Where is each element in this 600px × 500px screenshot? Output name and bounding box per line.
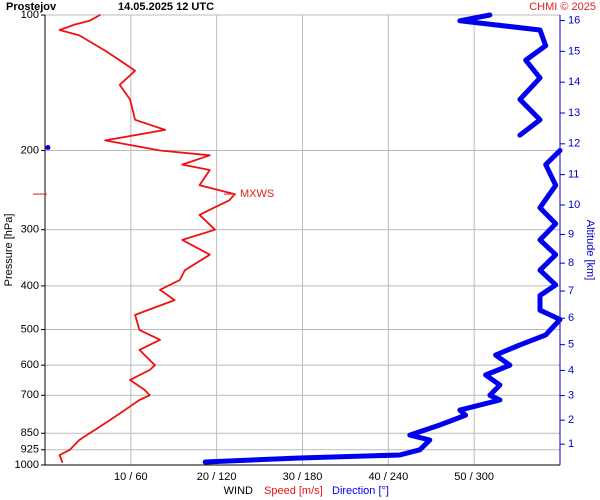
y2-tick-label: 8 <box>568 257 574 269</box>
x-tick-label: 10 / 60 <box>114 471 148 483</box>
y2-tick-label: 11 <box>568 169 579 181</box>
y2-tick-label: 6 <box>568 312 574 324</box>
y2-tick-label: 9 <box>568 228 574 240</box>
y-tick-label: 850 <box>21 427 39 439</box>
y2-tick-label: 2 <box>568 414 574 426</box>
credit: CHMI © 2025 <box>529 1 596 13</box>
y-tick-label: 300 <box>21 224 39 236</box>
y-tick-label: 500 <box>21 323 39 335</box>
chart-subtitle: 14.05.2025 12 UTC <box>118 1 214 13</box>
y-tick-label: 700 <box>21 389 39 401</box>
chart-title: Prostejov <box>6 1 57 13</box>
x-axis-label-direction: Direction [°] <box>332 485 389 497</box>
x-tick-label: 30 / 180 <box>283 471 323 483</box>
y2-tick-label: 14 <box>568 76 580 88</box>
y2-tick-label: 7 <box>568 285 574 297</box>
y-tick-label: 925 <box>21 444 39 456</box>
y2-tick-label: 12 <box>568 138 580 150</box>
y-tick-label: 200 <box>21 144 39 156</box>
y2-tick-label: 3 <box>568 390 574 402</box>
y2-tick-label: 16 <box>568 14 580 26</box>
x-tick-label: 40 / 240 <box>368 471 408 483</box>
y-tick-label: 600 <box>21 359 39 371</box>
x-axis-label: WIND <box>224 485 253 497</box>
direction-line <box>202 148 563 465</box>
direction-line <box>457 12 549 138</box>
x-tick-label: 50 / 300 <box>454 471 494 483</box>
y-tick-label: 100 <box>21 9 39 21</box>
x-axis-label-speed: Speed [m/s] <box>264 485 323 497</box>
annotation: MXWS <box>240 188 274 200</box>
y2-tick-label: 1 <box>568 438 574 450</box>
y-tick-label: 1000 <box>15 459 39 471</box>
y2-tick-label: 5 <box>568 339 574 351</box>
y2-axis-label: Altitude [km] <box>584 220 596 281</box>
y2-tick-label: 10 <box>568 199 580 211</box>
speed-line <box>58 14 236 463</box>
y2-tick-label: 13 <box>568 107 580 119</box>
x-tick-label: 20 / 120 <box>197 471 237 483</box>
y2-tick-label: 15 <box>568 45 580 57</box>
y-axis-label: Pressure [hPa] <box>3 214 15 287</box>
y2-tick-label: 4 <box>568 364 574 376</box>
y-tick-label: 400 <box>21 280 39 292</box>
